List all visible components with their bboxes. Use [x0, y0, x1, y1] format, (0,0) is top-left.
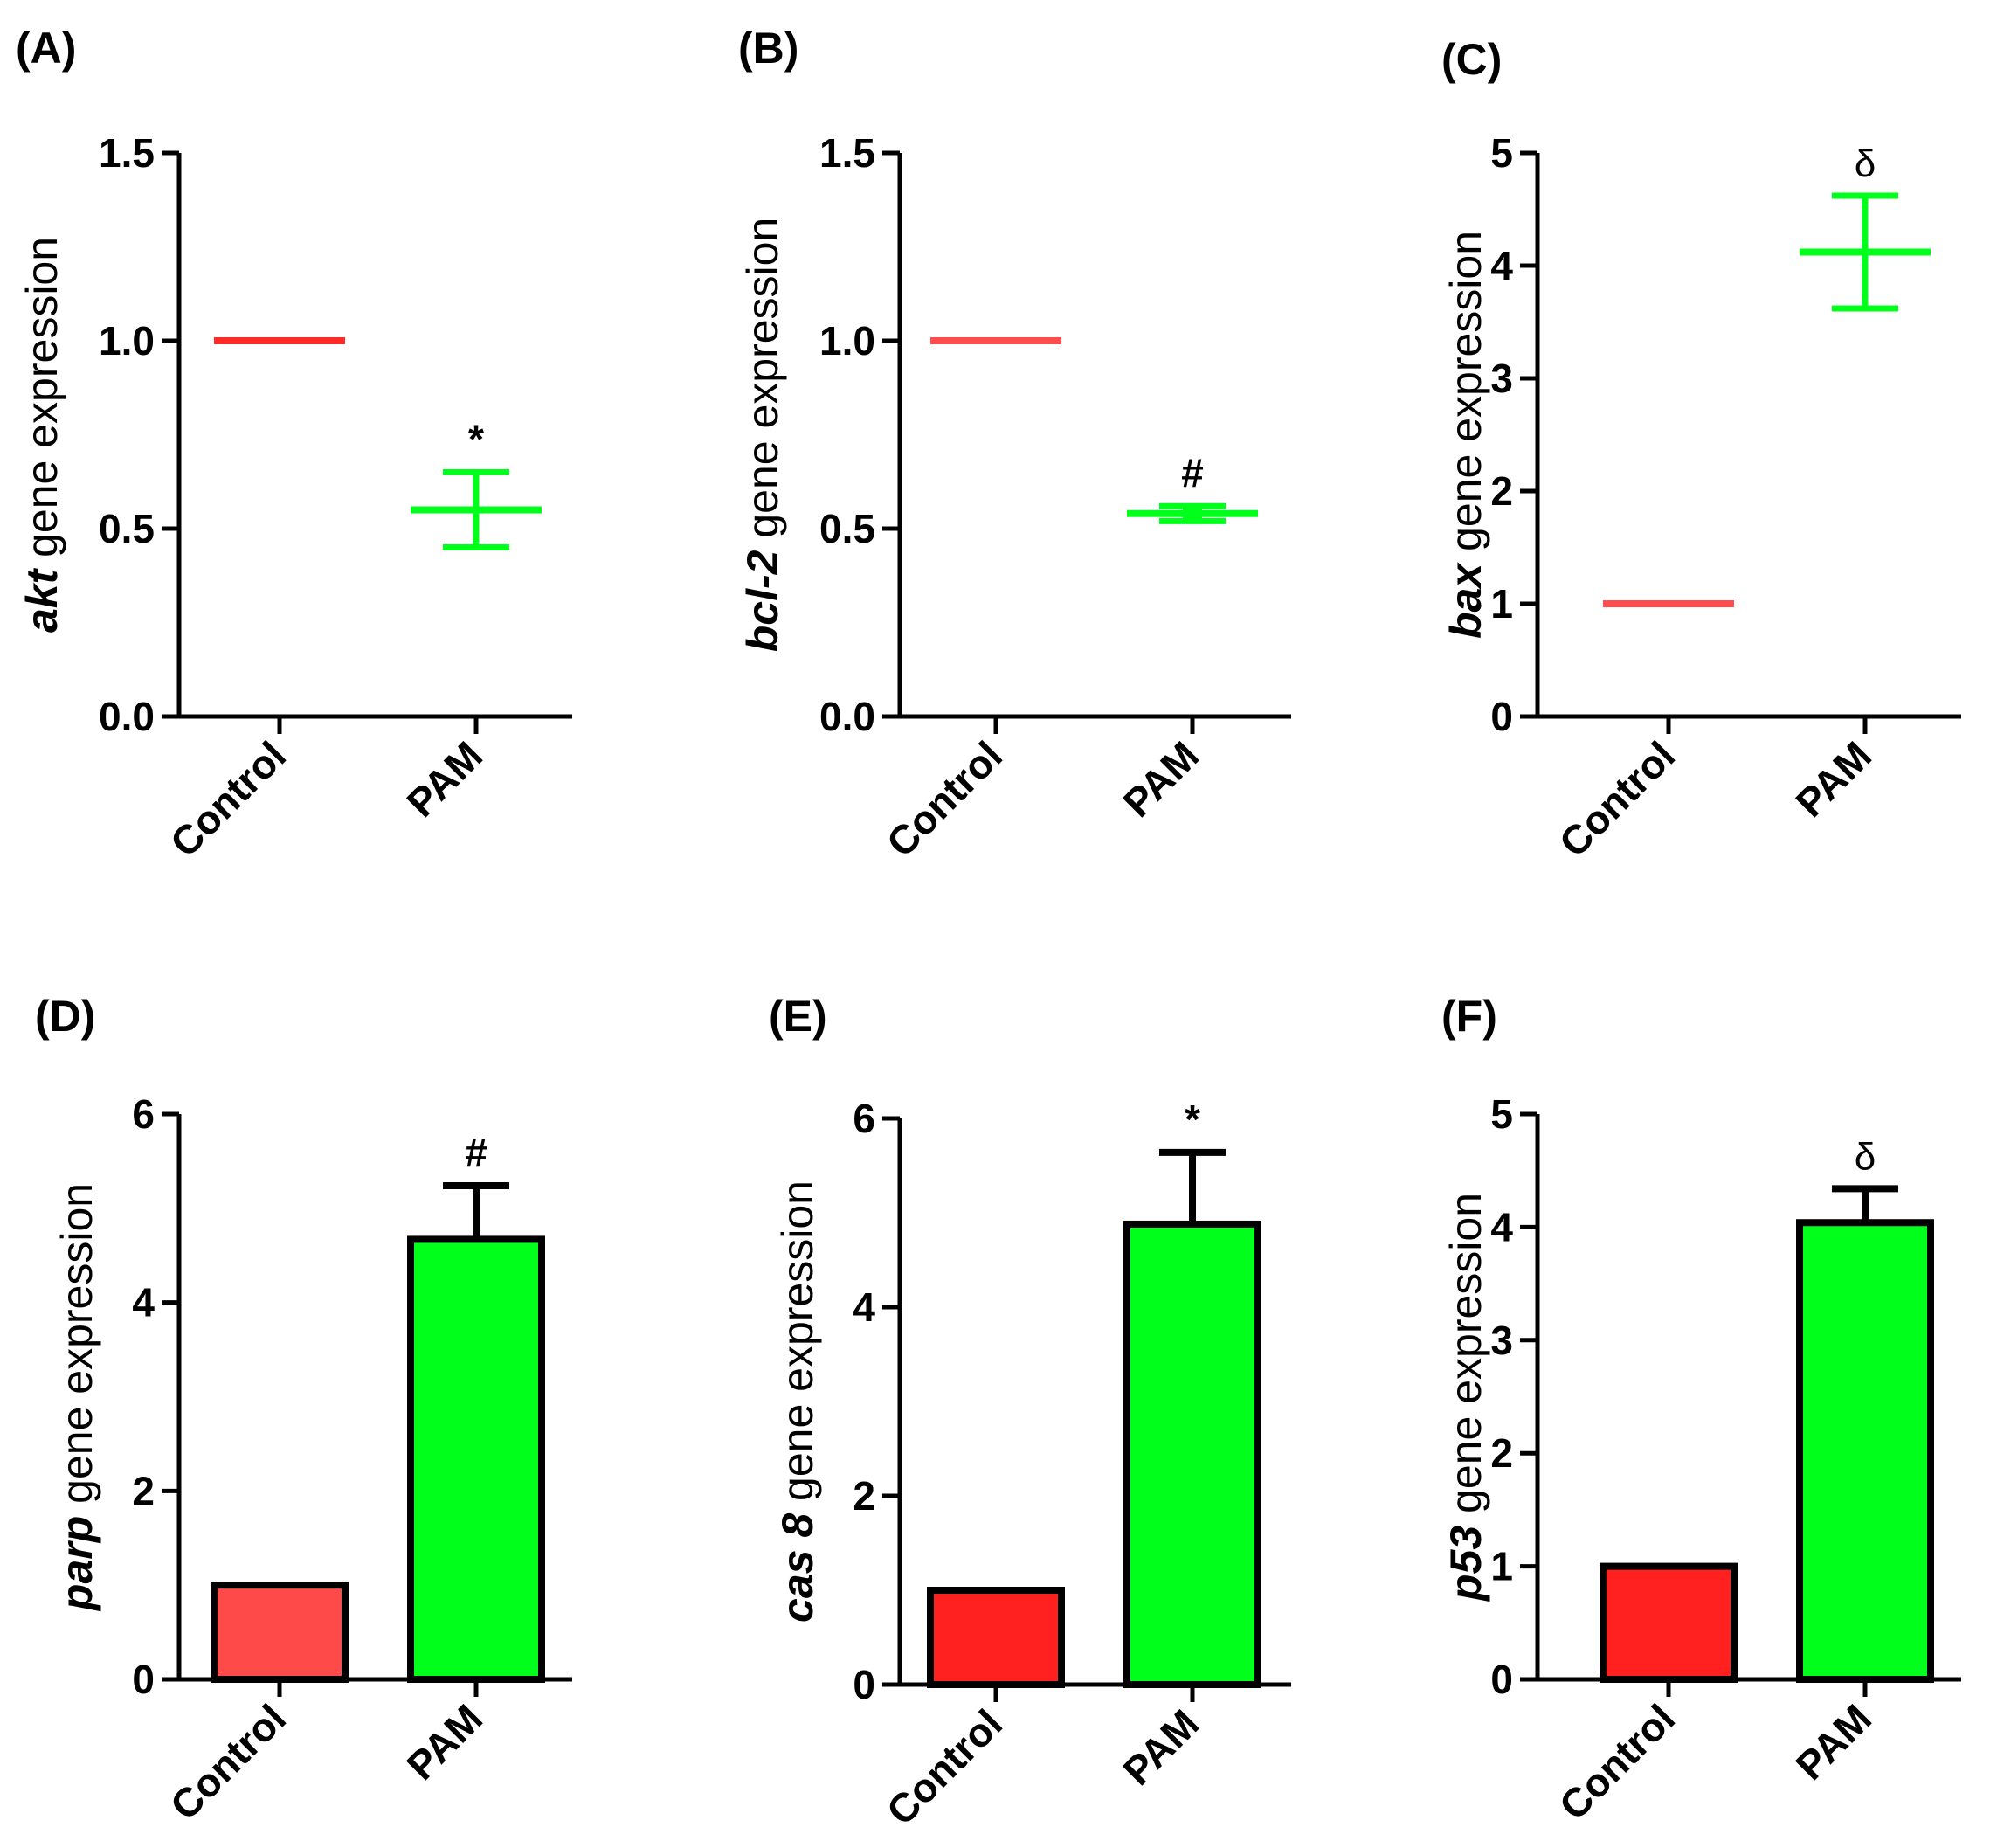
bar-control	[1600, 1562, 1738, 1683]
panel-f: (F) 0 1 2 3 4 5 p53 gene expression Control PAM δ	[1441, 992, 1961, 1829]
panel-a: (A) 0.0 0.5 1.0 1.5 akt gene expression Contro…	[16, 24, 572, 866]
y-axis-label: parp gene expression	[52, 1183, 101, 1612]
x-tick-label-control: Control	[878, 1700, 1011, 1833]
y-tick-label: 4	[1490, 1204, 1513, 1249]
x-tick-label-control: Control	[1551, 732, 1683, 865]
x-tick-label-pam: PAM	[397, 732, 491, 826]
panel-label: (D)	[35, 992, 95, 1041]
y-tick-label: 2	[853, 1473, 875, 1519]
y-axis-label: p53 gene expression	[1441, 1193, 1490, 1602]
y-tick-label: 2	[1490, 468, 1513, 514]
y-tick-label: 4	[853, 1284, 875, 1330]
panel-label: (B)	[738, 24, 798, 73]
y-axis-label-suffix: gene expression	[1441, 1193, 1490, 1526]
panel-b: (B) 0.0 0.5 1.0 1.5 bcl-2 gene expression Cont…	[738, 24, 1291, 866]
y-tick-label: 1.5	[819, 130, 875, 176]
y-axis-label-suffix: gene expression	[738, 218, 787, 550]
y-tick-label: 5	[1490, 1091, 1513, 1137]
y-tick-label: 1.5	[99, 130, 155, 176]
x-tick-label-pam: PAM	[1786, 732, 1880, 826]
y-axis-label-suffix: gene expression	[17, 237, 66, 570]
significance-marker: #	[1181, 450, 1204, 495]
significance-marker: #	[465, 1130, 487, 1175]
y-tick-label: 1.0	[99, 318, 155, 363]
y-axis-label: akt gene expression	[17, 237, 66, 633]
panel-label: (C)	[1441, 35, 1502, 84]
y-tick-label: 4	[132, 1280, 155, 1325]
y-tick-label: 0.5	[819, 506, 875, 551]
panel-d: (D) 0 2 4 6 parp gene expression Control PAM #	[35, 992, 572, 1829]
x-tick-label-pam: PAM	[1114, 732, 1207, 826]
y-tick-label: 6	[853, 1096, 875, 1141]
significance-marker: *	[468, 417, 484, 462]
y-axis-label: bax gene expression	[1441, 231, 1490, 639]
y-tick-label: 0.0	[819, 694, 875, 739]
panel-e: (E) 0 2 4 6 cas 8 gene expression Control PAM *	[769, 992, 1291, 1834]
bar-control	[927, 1587, 1065, 1688]
gene-name: bcl-2	[738, 550, 787, 652]
significance-marker: δ	[1855, 1135, 1876, 1178]
panel-label: (A)	[16, 24, 76, 73]
y-tick-label: 1	[1490, 1544, 1513, 1589]
x-tick-label-control: Control	[162, 732, 294, 865]
panel-label: (E)	[769, 992, 827, 1041]
bar-control	[211, 1582, 349, 1683]
significance-marker: δ	[1855, 142, 1876, 185]
bar-pam	[1796, 1219, 1934, 1683]
y-tick-label: 1.0	[819, 318, 875, 363]
panel-label: (F)	[1441, 992, 1497, 1041]
x-tick-label-control: Control	[1551, 1695, 1683, 1828]
y-axis-label: bcl-2 gene expression	[738, 218, 787, 653]
y-tick-label: 0	[853, 1662, 875, 1707]
gene-name: bax	[1441, 562, 1490, 639]
y-tick-label: 0.5	[99, 506, 155, 551]
x-tick-label-pam: PAM	[1786, 1695, 1880, 1789]
y-tick-label: 1	[1490, 581, 1513, 626]
y-axis-label-suffix: gene expression	[52, 1183, 101, 1516]
gene-name: akt	[17, 567, 66, 633]
gene-name: parp	[52, 1516, 101, 1612]
y-axis-label-suffix: gene expression	[773, 1180, 822, 1513]
y-axis-label-suffix: gene expression	[1441, 231, 1490, 564]
gene-name: cas 8	[773, 1513, 822, 1623]
y-tick-label: 0	[1490, 694, 1513, 739]
y-tick-label: 5	[1490, 130, 1513, 176]
y-tick-label: 2	[132, 1468, 155, 1513]
y-tick-label: 0.0	[99, 694, 155, 739]
y-tick-label: 0	[132, 1657, 155, 1702]
bar-pam	[407, 1235, 545, 1683]
y-tick-label: 2	[1490, 1430, 1513, 1476]
y-axis-label: cas 8 gene expression	[773, 1180, 822, 1623]
y-tick-label: 4	[1490, 243, 1513, 288]
y-tick-label: 6	[132, 1091, 155, 1137]
x-tick-label-control: Control	[162, 1695, 294, 1828]
y-tick-label: 3	[1490, 1318, 1513, 1363]
x-tick-label-control: Control	[878, 732, 1011, 865]
y-tick-label: 3	[1490, 356, 1513, 401]
bar-pam	[1123, 1220, 1261, 1688]
gene-name: p53	[1441, 1526, 1490, 1602]
y-tick-label: 0	[1490, 1657, 1513, 1702]
panel-c: (C) 0 1 2 3 4 5 bax gene expression Control PAM δ	[1441, 35, 1961, 866]
x-tick-label-pam: PAM	[1114, 1700, 1207, 1794]
significance-marker: *	[1185, 1097, 1200, 1142]
x-tick-label-pam: PAM	[397, 1695, 491, 1789]
